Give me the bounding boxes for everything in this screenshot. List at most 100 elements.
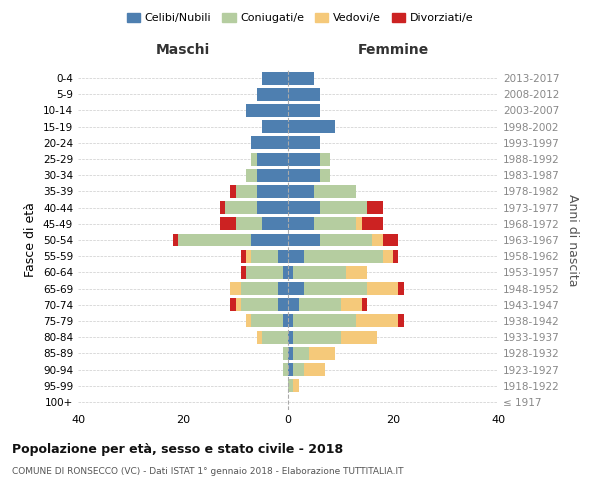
Bar: [372, 234, 383, 246]
Bar: [251, 250, 277, 262]
Bar: [304, 250, 383, 262]
Bar: [225, 201, 257, 214]
Bar: [277, 298, 288, 311]
Bar: [230, 185, 235, 198]
Bar: [178, 234, 251, 246]
Bar: [241, 282, 277, 295]
Bar: [246, 169, 257, 181]
Bar: [361, 298, 367, 311]
Bar: [251, 314, 283, 328]
Text: Maschi: Maschi: [156, 44, 210, 58]
Bar: [320, 152, 330, 166]
Bar: [220, 218, 235, 230]
Bar: [288, 152, 320, 166]
Bar: [288, 330, 293, 344]
Bar: [288, 120, 335, 133]
Bar: [393, 250, 398, 262]
Bar: [251, 136, 288, 149]
Bar: [398, 282, 404, 295]
Bar: [341, 298, 361, 311]
Bar: [257, 330, 262, 344]
Bar: [262, 218, 288, 230]
Bar: [293, 314, 356, 328]
Bar: [299, 298, 341, 311]
Bar: [356, 218, 361, 230]
Bar: [283, 266, 288, 279]
Bar: [288, 347, 293, 360]
Bar: [288, 314, 293, 328]
Bar: [346, 266, 367, 279]
Bar: [246, 314, 251, 328]
Bar: [262, 330, 288, 344]
Bar: [356, 314, 398, 328]
Bar: [277, 250, 288, 262]
Bar: [241, 266, 246, 279]
Bar: [230, 282, 241, 295]
Bar: [288, 218, 314, 230]
Bar: [230, 298, 235, 311]
Bar: [398, 314, 404, 328]
Bar: [293, 266, 346, 279]
Y-axis label: Anni di nascita: Anni di nascita: [566, 194, 579, 286]
Bar: [262, 72, 288, 85]
Bar: [241, 298, 277, 311]
Bar: [361, 218, 383, 230]
Bar: [341, 330, 377, 344]
Bar: [283, 363, 288, 376]
Bar: [246, 104, 288, 117]
Bar: [314, 185, 356, 198]
Bar: [246, 250, 251, 262]
Bar: [288, 136, 320, 149]
Bar: [309, 347, 335, 360]
Bar: [251, 234, 288, 246]
Bar: [293, 379, 299, 392]
Bar: [383, 234, 398, 246]
Bar: [320, 234, 372, 246]
Bar: [288, 201, 320, 214]
Bar: [288, 88, 320, 101]
Bar: [288, 104, 320, 117]
Bar: [235, 298, 241, 311]
Bar: [320, 201, 367, 214]
Bar: [288, 363, 293, 376]
Bar: [251, 152, 257, 166]
Bar: [262, 120, 288, 133]
Bar: [288, 250, 304, 262]
Bar: [283, 347, 288, 360]
Bar: [235, 185, 257, 198]
Bar: [367, 282, 398, 295]
Text: COMUNE DI RONSECCO (VC) - Dati ISTAT 1° gennaio 2018 - Elaborazione TUTTITALIA.I: COMUNE DI RONSECCO (VC) - Dati ISTAT 1° …: [12, 468, 404, 476]
Bar: [257, 201, 288, 214]
Bar: [314, 218, 356, 230]
Bar: [235, 218, 262, 230]
Bar: [277, 282, 288, 295]
Bar: [288, 379, 293, 392]
Bar: [304, 282, 367, 295]
Legend: Celibi/Nubili, Coniugati/e, Vedovi/e, Divorziati/e: Celibi/Nubili, Coniugati/e, Vedovi/e, Di…: [122, 8, 478, 28]
Text: Femmine: Femmine: [358, 44, 428, 58]
Bar: [293, 363, 304, 376]
Bar: [293, 347, 309, 360]
Bar: [173, 234, 178, 246]
Bar: [288, 234, 320, 246]
Bar: [288, 282, 304, 295]
Bar: [293, 330, 341, 344]
Bar: [383, 250, 393, 262]
Bar: [288, 298, 299, 311]
Bar: [288, 185, 314, 198]
Bar: [320, 169, 330, 181]
Y-axis label: Fasce di età: Fasce di età: [25, 202, 37, 278]
Bar: [257, 152, 288, 166]
Bar: [241, 250, 246, 262]
Bar: [257, 88, 288, 101]
Bar: [367, 201, 383, 214]
Bar: [283, 314, 288, 328]
Bar: [288, 72, 314, 85]
Bar: [246, 266, 283, 279]
Bar: [288, 169, 320, 181]
Bar: [257, 185, 288, 198]
Bar: [288, 266, 293, 279]
Bar: [220, 201, 225, 214]
Text: Popolazione per età, sesso e stato civile - 2018: Popolazione per età, sesso e stato civil…: [12, 442, 343, 456]
Bar: [257, 169, 288, 181]
